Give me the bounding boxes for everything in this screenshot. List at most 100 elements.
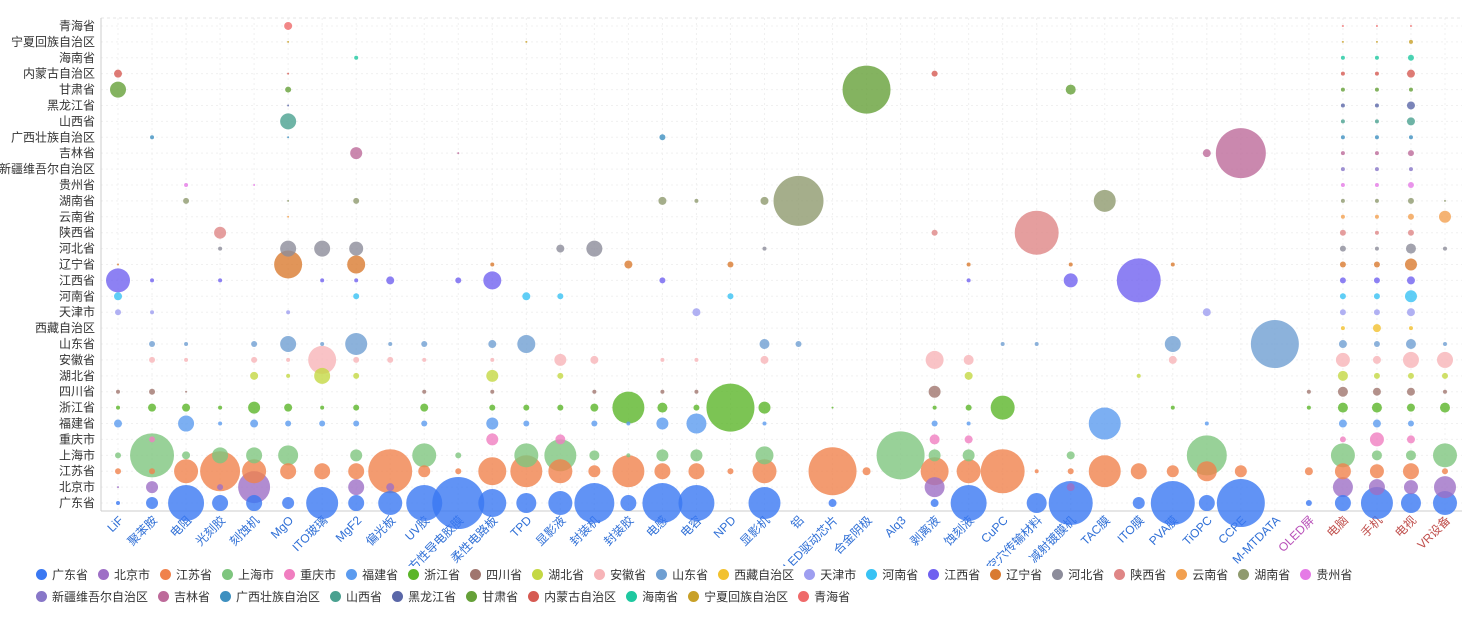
bubble-point[interactable] <box>1406 308 1415 317</box>
bubble-point[interactable] <box>116 405 121 410</box>
bubble-point[interactable] <box>274 250 303 279</box>
bubble-point[interactable] <box>1341 24 1344 27</box>
bubble-point[interactable] <box>759 339 770 350</box>
bubble-point[interactable] <box>831 406 834 409</box>
bubble-point[interactable] <box>654 463 671 480</box>
bubble-point[interactable] <box>626 453 631 458</box>
bubble-point[interactable] <box>1186 435 1227 476</box>
bubble-point[interactable] <box>990 395 1015 420</box>
bubble-point[interactable] <box>1441 372 1448 379</box>
bubble-point[interactable] <box>1216 479 1265 528</box>
bubble-point[interactable] <box>1407 197 1414 204</box>
bubble-point[interactable] <box>314 367 331 384</box>
bubble-point[interactable] <box>1405 450 1416 461</box>
bubble-point[interactable] <box>354 55 359 60</box>
legend-item[interactable]: 福建省 <box>346 566 398 582</box>
bubble-point[interactable] <box>514 443 539 468</box>
bubble-point[interactable] <box>1026 493 1047 514</box>
bubble-point[interactable] <box>348 495 365 512</box>
bubble-point[interactable] <box>287 72 290 75</box>
bubble-point[interactable] <box>1068 262 1073 267</box>
bubble-point[interactable] <box>1374 71 1379 76</box>
bubble-point[interactable] <box>1409 24 1412 27</box>
bubble-point[interactable] <box>1066 483 1075 492</box>
bubble-point[interactable] <box>168 485 205 522</box>
bubble-point[interactable] <box>150 310 155 315</box>
bubble-point[interactable] <box>114 419 123 428</box>
legend-item[interactable]: 西藏自治区 <box>718 566 794 582</box>
bubble-point[interactable] <box>1372 355 1381 364</box>
bubble-point[interactable] <box>589 450 600 461</box>
bubble-point[interactable] <box>1340 214 1345 219</box>
bubble-point[interactable] <box>1340 87 1345 92</box>
bubble-point[interactable] <box>1373 309 1380 316</box>
bubble-point[interactable] <box>251 356 258 363</box>
bubble-point[interactable] <box>1338 340 1347 349</box>
legend-item[interactable]: 黑龙江省 <box>392 588 456 604</box>
bubble-point[interactable] <box>1406 435 1415 444</box>
bubble-point[interactable] <box>280 113 297 130</box>
bubble-point[interactable] <box>184 357 189 362</box>
legend-item[interactable]: 山西省 <box>330 588 382 604</box>
bubble-point[interactable] <box>1406 276 1415 285</box>
legend-item[interactable]: 广东省 <box>36 566 88 582</box>
bubble-point[interactable] <box>1340 198 1345 203</box>
bubble-point[interactable] <box>1406 69 1415 78</box>
bubble-point[interactable] <box>1372 324 1381 333</box>
bubble-point[interactable] <box>1340 71 1345 76</box>
bubble-point[interactable] <box>1407 372 1414 379</box>
bubble-point[interactable] <box>422 389 427 394</box>
bubble-point[interactable] <box>1306 405 1311 410</box>
bubble-point[interactable] <box>920 457 949 486</box>
legend-item[interactable]: 江西省 <box>928 566 980 582</box>
legend-item[interactable]: 天津市 <box>804 566 856 582</box>
bubble-point[interactable] <box>117 486 120 489</box>
bubble-point[interactable] <box>931 70 938 77</box>
bubble-point[interactable] <box>828 499 837 508</box>
bubble-point[interactable] <box>928 449 941 462</box>
bubble-point[interactable] <box>353 197 360 204</box>
bubble-point[interactable] <box>1337 402 1348 413</box>
bubble-point[interactable] <box>178 415 195 432</box>
bubble-point[interactable] <box>148 403 157 412</box>
bubble-point[interactable] <box>253 183 256 186</box>
bubble-point[interactable] <box>773 175 824 226</box>
bubble-point[interactable] <box>1375 40 1378 43</box>
bubble-point[interactable] <box>1374 135 1379 140</box>
legend-item[interactable]: 河南省 <box>866 566 918 582</box>
bubble-point[interactable] <box>1373 261 1380 268</box>
bubble-point[interactable] <box>1405 243 1416 254</box>
bubble-point[interactable] <box>146 481 159 494</box>
bubble-point[interactable] <box>1334 495 1351 512</box>
bubble-point[interactable] <box>212 495 229 512</box>
bubble-point[interactable] <box>1196 461 1217 482</box>
bubble-point[interactable] <box>980 449 1025 494</box>
bubble-point[interactable] <box>642 483 683 524</box>
bubble-point[interactable] <box>931 229 938 236</box>
legend-item[interactable]: 内蒙古自治区 <box>528 588 616 604</box>
bubble-point[interactable] <box>659 134 666 141</box>
bubble-point[interactable] <box>478 489 507 518</box>
bubble-point[interactable] <box>421 420 428 427</box>
bubble-point[interactable] <box>1371 450 1382 461</box>
bubble-point[interactable] <box>251 341 258 348</box>
bubble-point[interactable] <box>412 443 437 468</box>
bubble-point[interactable] <box>1204 421 1209 426</box>
bubble-point[interactable] <box>116 501 121 506</box>
bubble-point[interactable] <box>248 401 261 414</box>
bubble-point[interactable] <box>184 182 189 187</box>
bubble-point[interactable] <box>557 372 564 379</box>
bubble-point[interactable] <box>760 355 769 364</box>
bubble-point[interactable] <box>1374 119 1379 124</box>
bubble-point[interactable] <box>1170 405 1175 410</box>
bubble-point[interactable] <box>1369 432 1384 447</box>
bubble-point[interactable] <box>183 197 190 204</box>
bubble-point[interactable] <box>660 357 665 362</box>
bubble-point[interactable] <box>555 434 566 445</box>
bubble-point[interactable] <box>1406 101 1415 110</box>
bubble-point[interactable] <box>808 447 857 496</box>
bubble-point[interactable] <box>752 459 777 484</box>
bubble-point[interactable] <box>930 499 939 508</box>
bubble-point[interactable] <box>678 485 715 522</box>
bubble-point[interactable] <box>478 457 507 486</box>
